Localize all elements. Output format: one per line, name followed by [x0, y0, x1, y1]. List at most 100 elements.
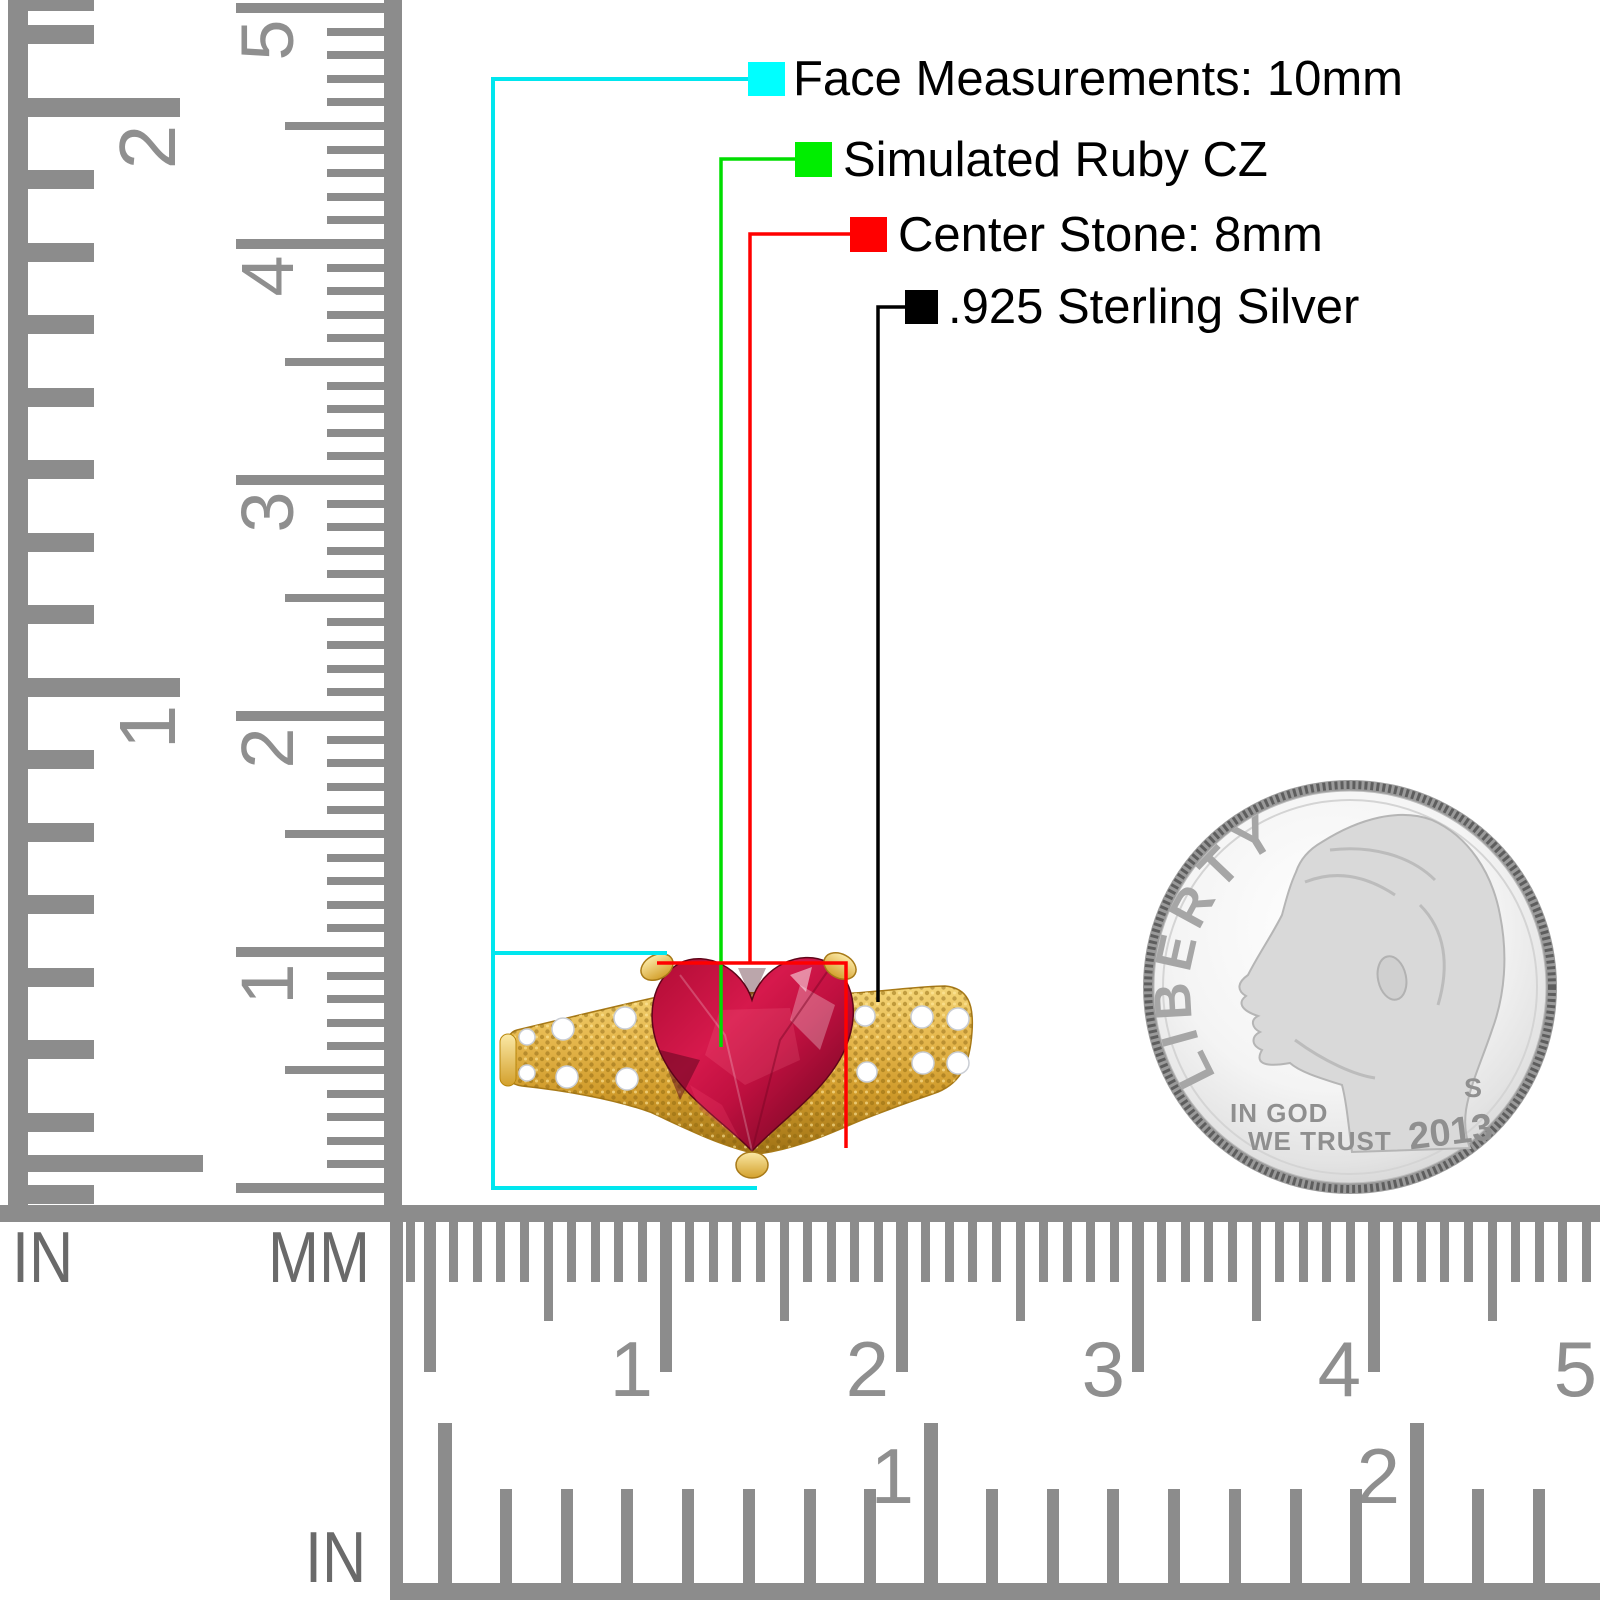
ruler-tick [1251, 1222, 1261, 1321]
ruler-tick [567, 1222, 577, 1282]
ruler-tick [327, 664, 384, 673]
legend-swatch-face-measurements [748, 62, 785, 96]
legend-swatch-center-stone [850, 217, 887, 252]
ruler-tick [682, 1489, 694, 1583]
ruler-tick [637, 1222, 647, 1282]
ruler-tick [327, 1018, 384, 1027]
ruler-tick [327, 641, 384, 650]
ruler-tick [1180, 1222, 1190, 1282]
ruler-tick [1463, 1222, 1473, 1282]
ruler-tick [779, 1222, 789, 1321]
ruler-tick [614, 1222, 624, 1282]
coin-motto-line2: WE TRUST [1248, 1126, 1392, 1156]
ruler-tick [285, 358, 384, 366]
ruler-tick [327, 806, 384, 815]
ruler-number: 1 [609, 1325, 653, 1413]
roosevelt-profile [1238, 813, 1506, 1154]
face-measurement-callout-line [491, 77, 757, 1190]
ruler-tick [1532, 1489, 1545, 1583]
ruby-cz-callout-line [719, 157, 795, 1047]
sterling-silver-callout-line [876, 305, 905, 1002]
ruler-tick [327, 617, 384, 626]
ruler-tick [28, 460, 94, 479]
ruler-tick [590, 1222, 600, 1282]
ruler-tick [327, 98, 384, 107]
ruler-tick [327, 287, 384, 296]
ruler-tick [28, 0, 94, 11]
ruler-tick [1046, 1489, 1059, 1583]
ruler-tick [921, 1222, 931, 1282]
horizontal-divider-bar [0, 1205, 1600, 1222]
ruler-tick [327, 1113, 384, 1122]
ruler-number: 3 [1081, 1325, 1125, 1413]
legend-label-face-measurements: Face Measurements: 10mm [793, 52, 1403, 106]
ruler-tick [327, 381, 384, 390]
left-mm-ruler-spine [384, 0, 402, 1205]
legend-swatch-sterling-silver [905, 290, 938, 324]
ruler-tick [944, 1222, 954, 1282]
ruler-tick [327, 192, 384, 201]
ruler-tick [1204, 1222, 1214, 1282]
ruler-tick [708, 1222, 718, 1282]
left-inch-unit-label: IN [12, 1218, 74, 1298]
legend-label-sterling-silver: .925 Sterling Silver [948, 280, 1360, 334]
ruler-tick [327, 924, 384, 933]
ruler-tick [236, 1183, 384, 1193]
ruler-number: 2 [1356, 1432, 1400, 1520]
ruler-tick [1086, 1222, 1096, 1282]
heart-facets [660, 967, 835, 1152]
ruler-tick [1416, 1222, 1426, 1282]
ruler-tick [1581, 1222, 1591, 1282]
ruler-tick [991, 1222, 1001, 1282]
ruler-tick [28, 605, 94, 624]
ruler-tick [28, 170, 94, 189]
ruler-tick [327, 1042, 384, 1051]
profile-ear [1376, 955, 1408, 1001]
left-inch-ruler-spine [8, 0, 28, 1205]
ruler-tick [560, 1489, 573, 1583]
ruler-tick [1015, 1222, 1025, 1321]
ruler-tick [327, 995, 384, 1004]
ruler-tick [327, 523, 384, 532]
ruler-tick [1168, 1489, 1180, 1583]
ring-band-end-cap [499, 1033, 517, 1087]
ruler-tick [424, 1222, 436, 1372]
ruler-tick [449, 1222, 459, 1282]
ruler-tick [896, 1222, 908, 1372]
ruler-tick [1298, 1222, 1308, 1282]
ruler-tick [327, 782, 384, 791]
ruler-tick [1062, 1222, 1072, 1282]
ruler-tick [285, 830, 384, 838]
ruler-tick [1410, 1423, 1424, 1583]
ruler-tick [28, 1112, 94, 1132]
left-mm-unit-label: MM [268, 1218, 370, 1298]
ruler-tick [327, 310, 384, 319]
coin-inner-rim [1162, 799, 1538, 1175]
ruler-tick [327, 428, 384, 437]
ruler-tick [327, 216, 384, 225]
center-stone-callout-line [748, 232, 850, 963]
dime-coin: LIBERTY IN GOD WE TRUST 2013 S [1143, 780, 1557, 1194]
ruler-tick [685, 1222, 695, 1282]
ruler-tick [1350, 1489, 1363, 1583]
ruler-tick [1511, 1222, 1521, 1282]
coin-year: 2013 [1406, 1106, 1495, 1158]
ruler-tick [28, 387, 94, 407]
ruler-tick [28, 532, 94, 552]
ruler-tick [850, 1222, 860, 1282]
ruler-tick [327, 1160, 384, 1169]
ruler-tick [327, 452, 384, 461]
ruler-tick [1227, 1222, 1237, 1282]
ruler-tick [543, 1222, 553, 1321]
ring-prongs [640, 951, 857, 1179]
ruler-tick [985, 1489, 998, 1583]
ruler-tick [327, 570, 384, 579]
ruler-tick [285, 594, 384, 602]
ruler-tick [1107, 1489, 1120, 1583]
ruler-tick [472, 1222, 482, 1282]
ruler-tick [873, 1222, 883, 1282]
ruler-tick [28, 822, 94, 842]
ruler-tick [327, 735, 384, 744]
